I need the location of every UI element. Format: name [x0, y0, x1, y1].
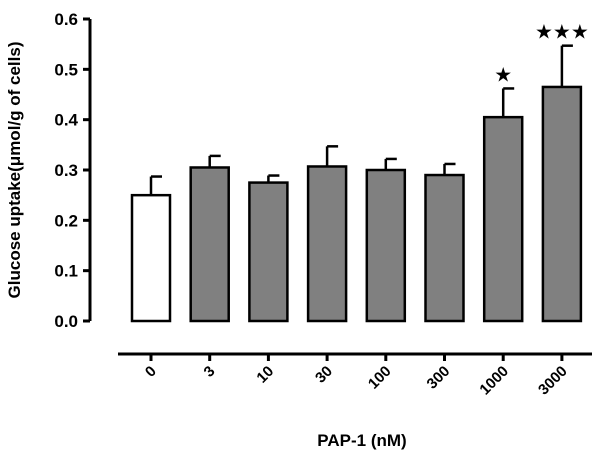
x-tick-label: 3 — [201, 363, 219, 381]
y-axis-title: Glucose uptake(μmol/g of cells) — [5, 42, 24, 299]
x-tick-label: 1000 — [476, 363, 512, 399]
x-tick-label: 10 — [253, 363, 277, 387]
y-tick-label: 0.5 — [54, 60, 78, 79]
bar — [189, 166, 230, 323]
x-tick-label: 3000 — [535, 363, 571, 399]
bar — [248, 181, 289, 323]
bar — [482, 115, 524, 323]
significance-marker: ★ — [494, 64, 512, 86]
x-tick-label: 30 — [312, 363, 336, 387]
bars — [130, 85, 583, 323]
bar — [365, 168, 407, 323]
bar — [306, 165, 348, 323]
bar — [541, 85, 583, 323]
x-tick-label: 0 — [142, 363, 160, 381]
y-axis: 0.0 0.1 0.2 0.3 0.4 0.5 0.6 — [54, 10, 92, 331]
y-tick-label: 0.2 — [54, 211, 78, 230]
y-tick-label: 0.4 — [54, 111, 78, 130]
x-axis-title: PAP-1 (nM) — [317, 431, 406, 450]
significance-markers: ★★★★ — [494, 22, 589, 87]
bar — [424, 173, 465, 323]
x-tick-label: 300 — [424, 363, 454, 393]
error-bars — [149, 44, 573, 196]
bar — [130, 193, 172, 323]
y-tick-label: 0.6 — [54, 10, 78, 29]
y-tick-label: 0.1 — [54, 262, 78, 281]
y-tick-label: 0.3 — [54, 161, 78, 180]
significance-marker: ★★★ — [535, 22, 589, 44]
y-tick-label: 0.0 — [54, 312, 78, 331]
x-tick-label: 100 — [365, 363, 395, 393]
x-axis: 0 3 10 30 100 300 1000 3000 — [118, 352, 592, 399]
